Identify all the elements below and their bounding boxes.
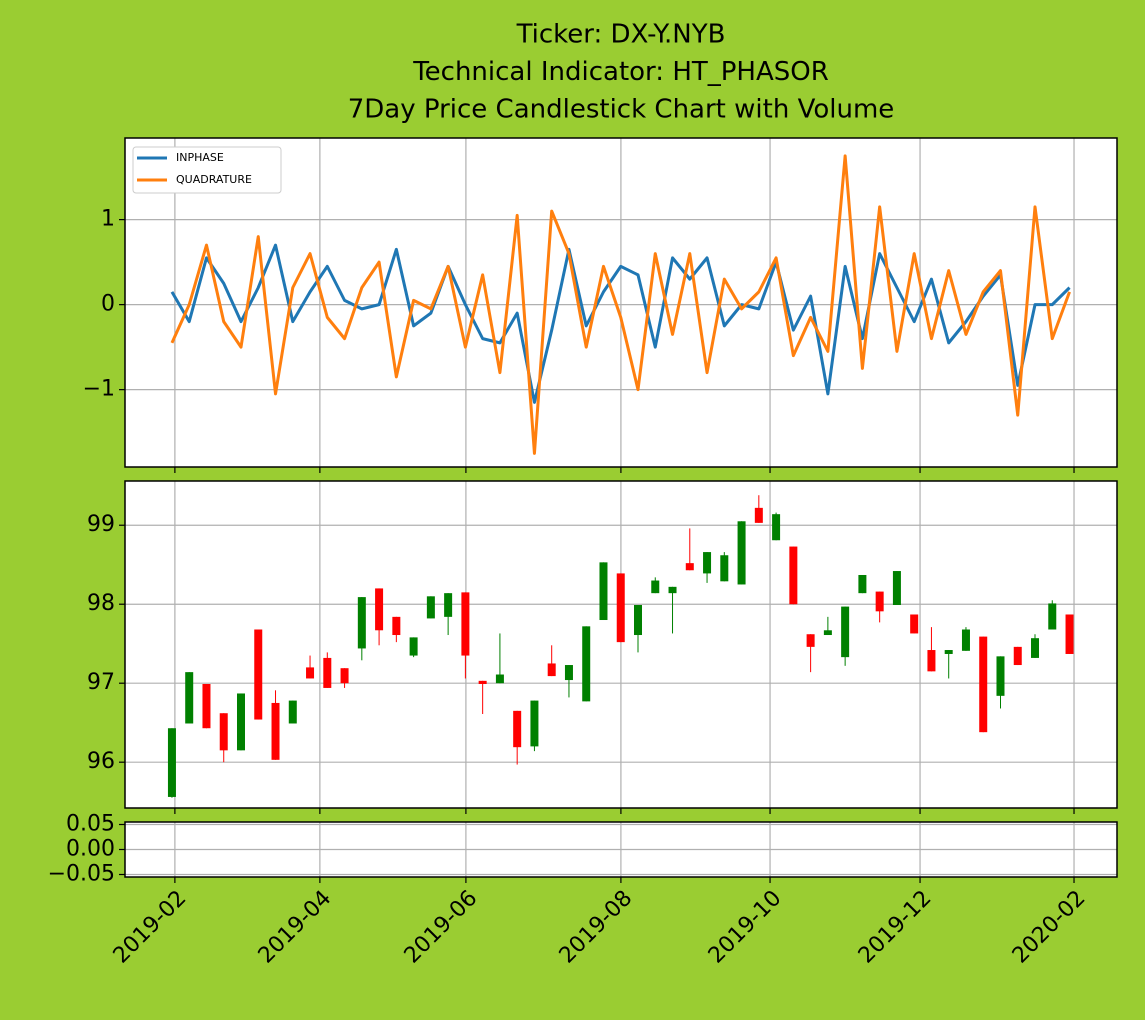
x-tick-label: 2019-10 xyxy=(704,886,787,969)
y-tick-label: 99 xyxy=(87,512,115,537)
candle-body xyxy=(323,657,332,688)
candle-body xyxy=(789,546,798,605)
legend: INPHASE QUADRATURE xyxy=(132,146,282,194)
candle-body xyxy=(927,650,936,672)
candle-body xyxy=(668,586,677,594)
candle-body xyxy=(996,656,1005,696)
candle-body xyxy=(1013,646,1022,666)
y-tick-label: −0.05 xyxy=(48,862,115,887)
chart-title: Technical Indicator: HT_PHASOR xyxy=(412,57,829,87)
candle-body xyxy=(357,597,366,649)
y-tick-label: 1 xyxy=(101,207,115,232)
y-tick-label: −1 xyxy=(83,377,115,402)
y-tick-label: 97 xyxy=(87,670,115,695)
candle-body xyxy=(616,573,625,643)
candle-body xyxy=(1031,638,1040,658)
y-tick-label: 0 xyxy=(101,292,115,317)
candle-body xyxy=(306,667,315,679)
candle-body xyxy=(478,680,487,684)
candle-body xyxy=(392,616,401,636)
candle-body xyxy=(444,593,453,617)
line-series xyxy=(170,243,1071,404)
candle-body xyxy=(1048,603,1057,630)
plot-frame xyxy=(124,137,1118,468)
candle-body xyxy=(219,713,228,751)
candle-body xyxy=(703,552,712,574)
candle-body xyxy=(375,588,384,631)
candle-body xyxy=(461,592,470,656)
y-tick-label: 96 xyxy=(87,749,115,774)
candle-body xyxy=(754,507,763,523)
candle-body xyxy=(599,562,608,621)
x-tick-label: 2019-02 xyxy=(109,886,192,969)
candle-body xyxy=(409,637,418,656)
x-tick-label: 2019-12 xyxy=(854,886,937,969)
candle-body xyxy=(185,672,194,724)
candle-body xyxy=(961,629,970,651)
candle-body xyxy=(910,614,919,634)
candle-body xyxy=(841,606,850,658)
candle-body xyxy=(1065,614,1074,654)
candle-body xyxy=(806,634,815,647)
candle-body xyxy=(202,683,211,729)
candle-body xyxy=(737,521,746,585)
candle-body xyxy=(858,574,867,594)
candle-body xyxy=(651,580,660,594)
candle-body xyxy=(513,710,522,748)
candle-body xyxy=(823,630,832,636)
chart-title: 7Day Price Candlestick Chart with Volume xyxy=(348,95,895,125)
chart-title: Ticker: DX-Y.NYB xyxy=(516,20,726,50)
candle-body xyxy=(892,571,901,606)
plot-frame xyxy=(124,821,1118,878)
candle-body xyxy=(944,650,953,654)
y-tick-label: 0.05 xyxy=(66,812,115,837)
candle-body xyxy=(582,626,591,702)
legend-label: QUADRATURE xyxy=(176,173,252,186)
candle-body xyxy=(685,563,694,571)
candle-body xyxy=(271,702,280,760)
candle-body xyxy=(875,591,884,612)
y-tick-label: 98 xyxy=(87,591,115,616)
x-tick-label: 2020-02 xyxy=(1008,886,1091,969)
plot-frame xyxy=(124,480,1118,809)
y-tick-label: 0.00 xyxy=(66,837,115,862)
candle-body xyxy=(772,514,781,541)
candle-body xyxy=(564,665,573,681)
candle-body xyxy=(547,663,556,677)
legend-box xyxy=(132,146,282,194)
x-tick-label: 2019-06 xyxy=(400,886,483,969)
candle-body xyxy=(495,674,504,684)
candle-body xyxy=(288,700,297,724)
legend-label: INPHASE xyxy=(176,151,224,164)
candle-body xyxy=(254,629,263,720)
x-tick-label: 2019-08 xyxy=(555,886,638,969)
candle-body xyxy=(530,700,539,747)
candle-body xyxy=(426,596,435,619)
line-series xyxy=(170,154,1071,455)
candle-body xyxy=(720,555,729,582)
candle-body xyxy=(979,636,988,733)
candle-body xyxy=(340,668,349,684)
candle-body xyxy=(167,728,176,797)
candle-body xyxy=(236,693,245,751)
x-tick-label: 2019-04 xyxy=(254,886,337,969)
candle-body xyxy=(634,605,643,636)
